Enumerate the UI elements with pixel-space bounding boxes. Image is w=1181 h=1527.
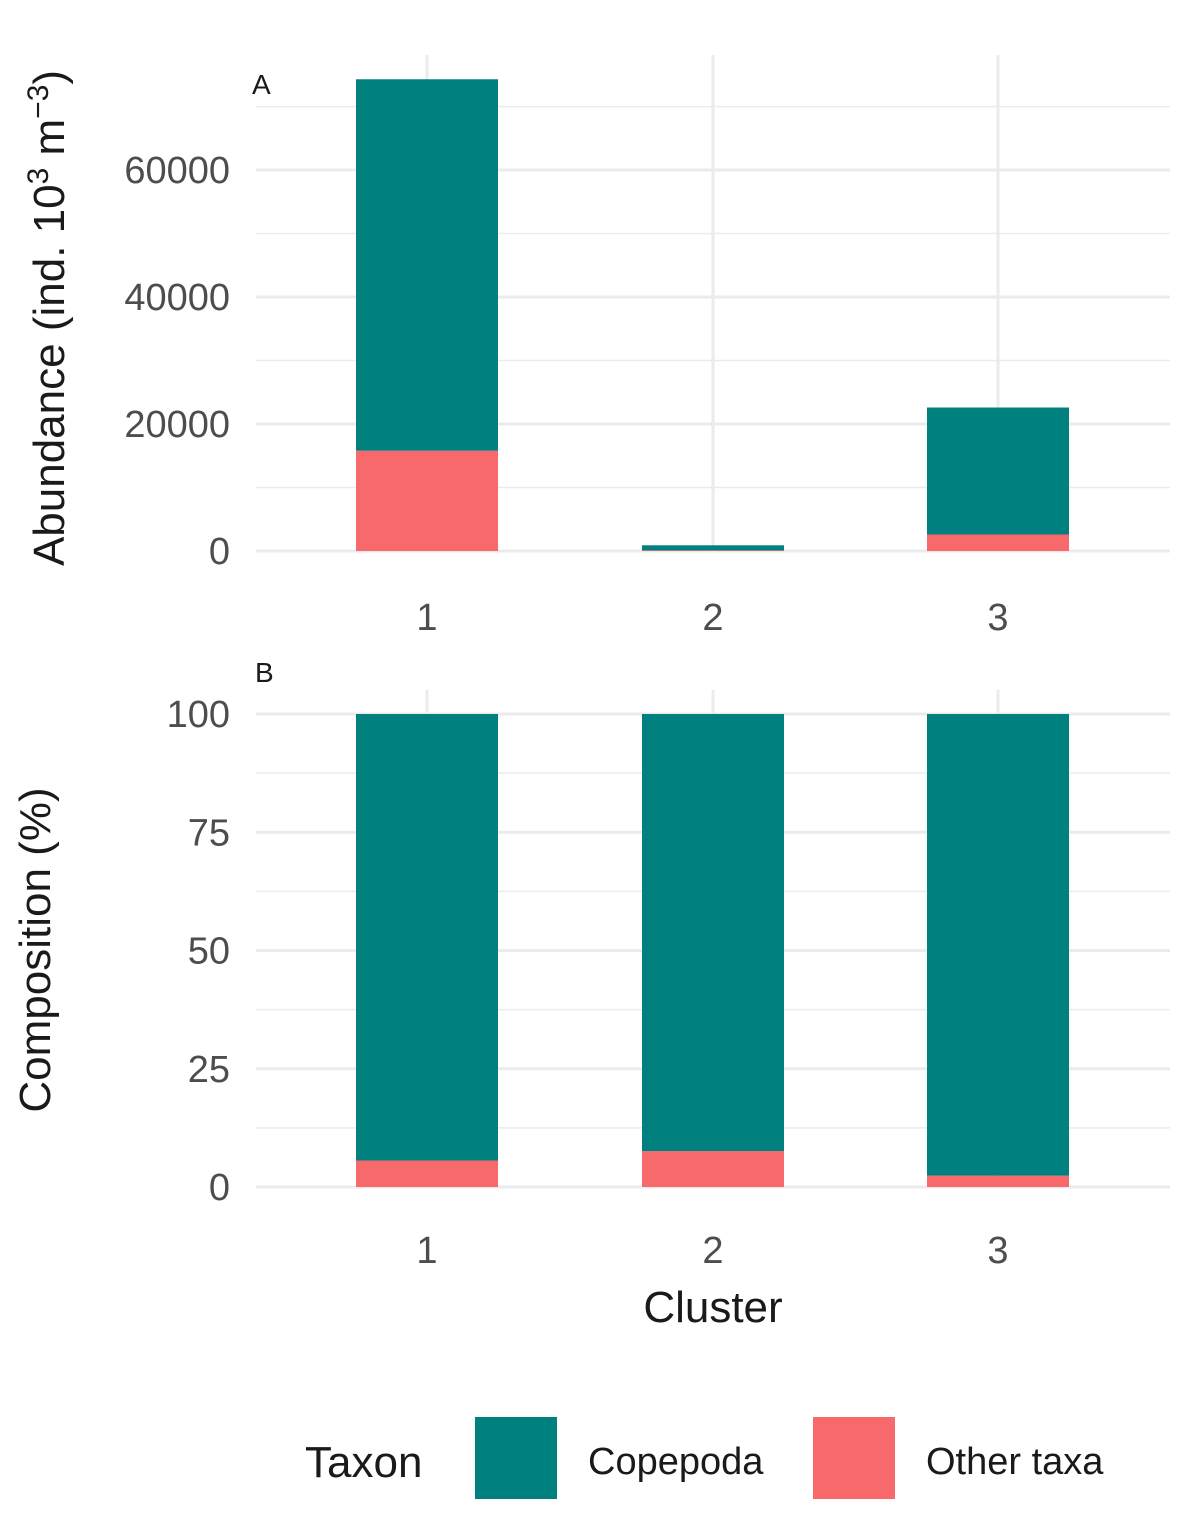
panel-tag-b: B [255, 657, 274, 688]
y-tick-label: 60000 [124, 150, 230, 192]
bar-other-taxa-cluster-1 [356, 1160, 498, 1187]
x-tick-label: 1 [416, 1230, 437, 1272]
y-tick-label: 0 [209, 1167, 230, 1209]
y-tick-label: 0 [209, 531, 230, 573]
y-axis-title-abundance-sup2: −3 [22, 85, 55, 119]
bar-copepoda-cluster-2 [642, 714, 784, 1152]
bar-copepoda-cluster-3 [927, 407, 1069, 535]
y-tick-label: 75 [188, 812, 230, 854]
x-tick-label: 2 [702, 597, 723, 639]
y-axis-title-composition: Composition (%) [11, 787, 60, 1112]
bar-copepoda-cluster-1 [356, 714, 498, 1161]
legend: Taxon Copepoda Other taxa [305, 1417, 1104, 1499]
bar-other-taxa-cluster-1 [356, 450, 498, 551]
y-axis-title-abundance: Abundance (ind. 103 m−3) [22, 70, 74, 566]
legend-label-other-taxa: Other taxa [926, 1441, 1104, 1483]
bar-other-taxa-cluster-3 [927, 534, 1069, 551]
x-tick-label: 3 [987, 1230, 1008, 1272]
x-tick-label: 2 [702, 1230, 723, 1272]
panel-b: 0 25 50 75 100 1 2 3 [167, 690, 1170, 1272]
bar-other-taxa-cluster-2 [642, 1151, 784, 1187]
y-axis-title-abundance-end: ) [25, 70, 74, 85]
y-tick-label: 40000 [124, 277, 230, 319]
panel-a: 0 20000 40000 60000 1 2 3 [124, 55, 1170, 639]
y-tick-label: 20000 [124, 404, 230, 446]
legend-title: Taxon [305, 1438, 422, 1487]
bar-other-taxa-cluster-2 [642, 550, 784, 551]
legend-label-copepoda: Copepoda [588, 1441, 764, 1483]
bar-other-taxa-cluster-3 [927, 1175, 1069, 1187]
x-axis-title: Cluster [643, 1283, 782, 1332]
x-tick-label: 1 [416, 597, 437, 639]
y-axis-title-abundance-text: Abundance (ind. 10 [25, 184, 74, 566]
y-tick-label: 100 [167, 694, 230, 736]
x-tick-label: 3 [987, 597, 1008, 639]
y-tick-label: 25 [188, 1049, 230, 1091]
bar-copepoda-cluster-2 [642, 545, 784, 551]
y-tick-label: 50 [188, 931, 230, 973]
y-axis-title-abundance-sup1: 3 [22, 168, 55, 185]
legend-key-copepoda [475, 1417, 557, 1499]
panel-tag-a: A [252, 69, 271, 100]
bar-copepoda-cluster-1 [356, 79, 498, 451]
bar-copepoda-cluster-3 [927, 714, 1069, 1176]
legend-key-other-taxa [813, 1417, 895, 1499]
y-axis-title-abundance-mid: m [25, 119, 74, 168]
